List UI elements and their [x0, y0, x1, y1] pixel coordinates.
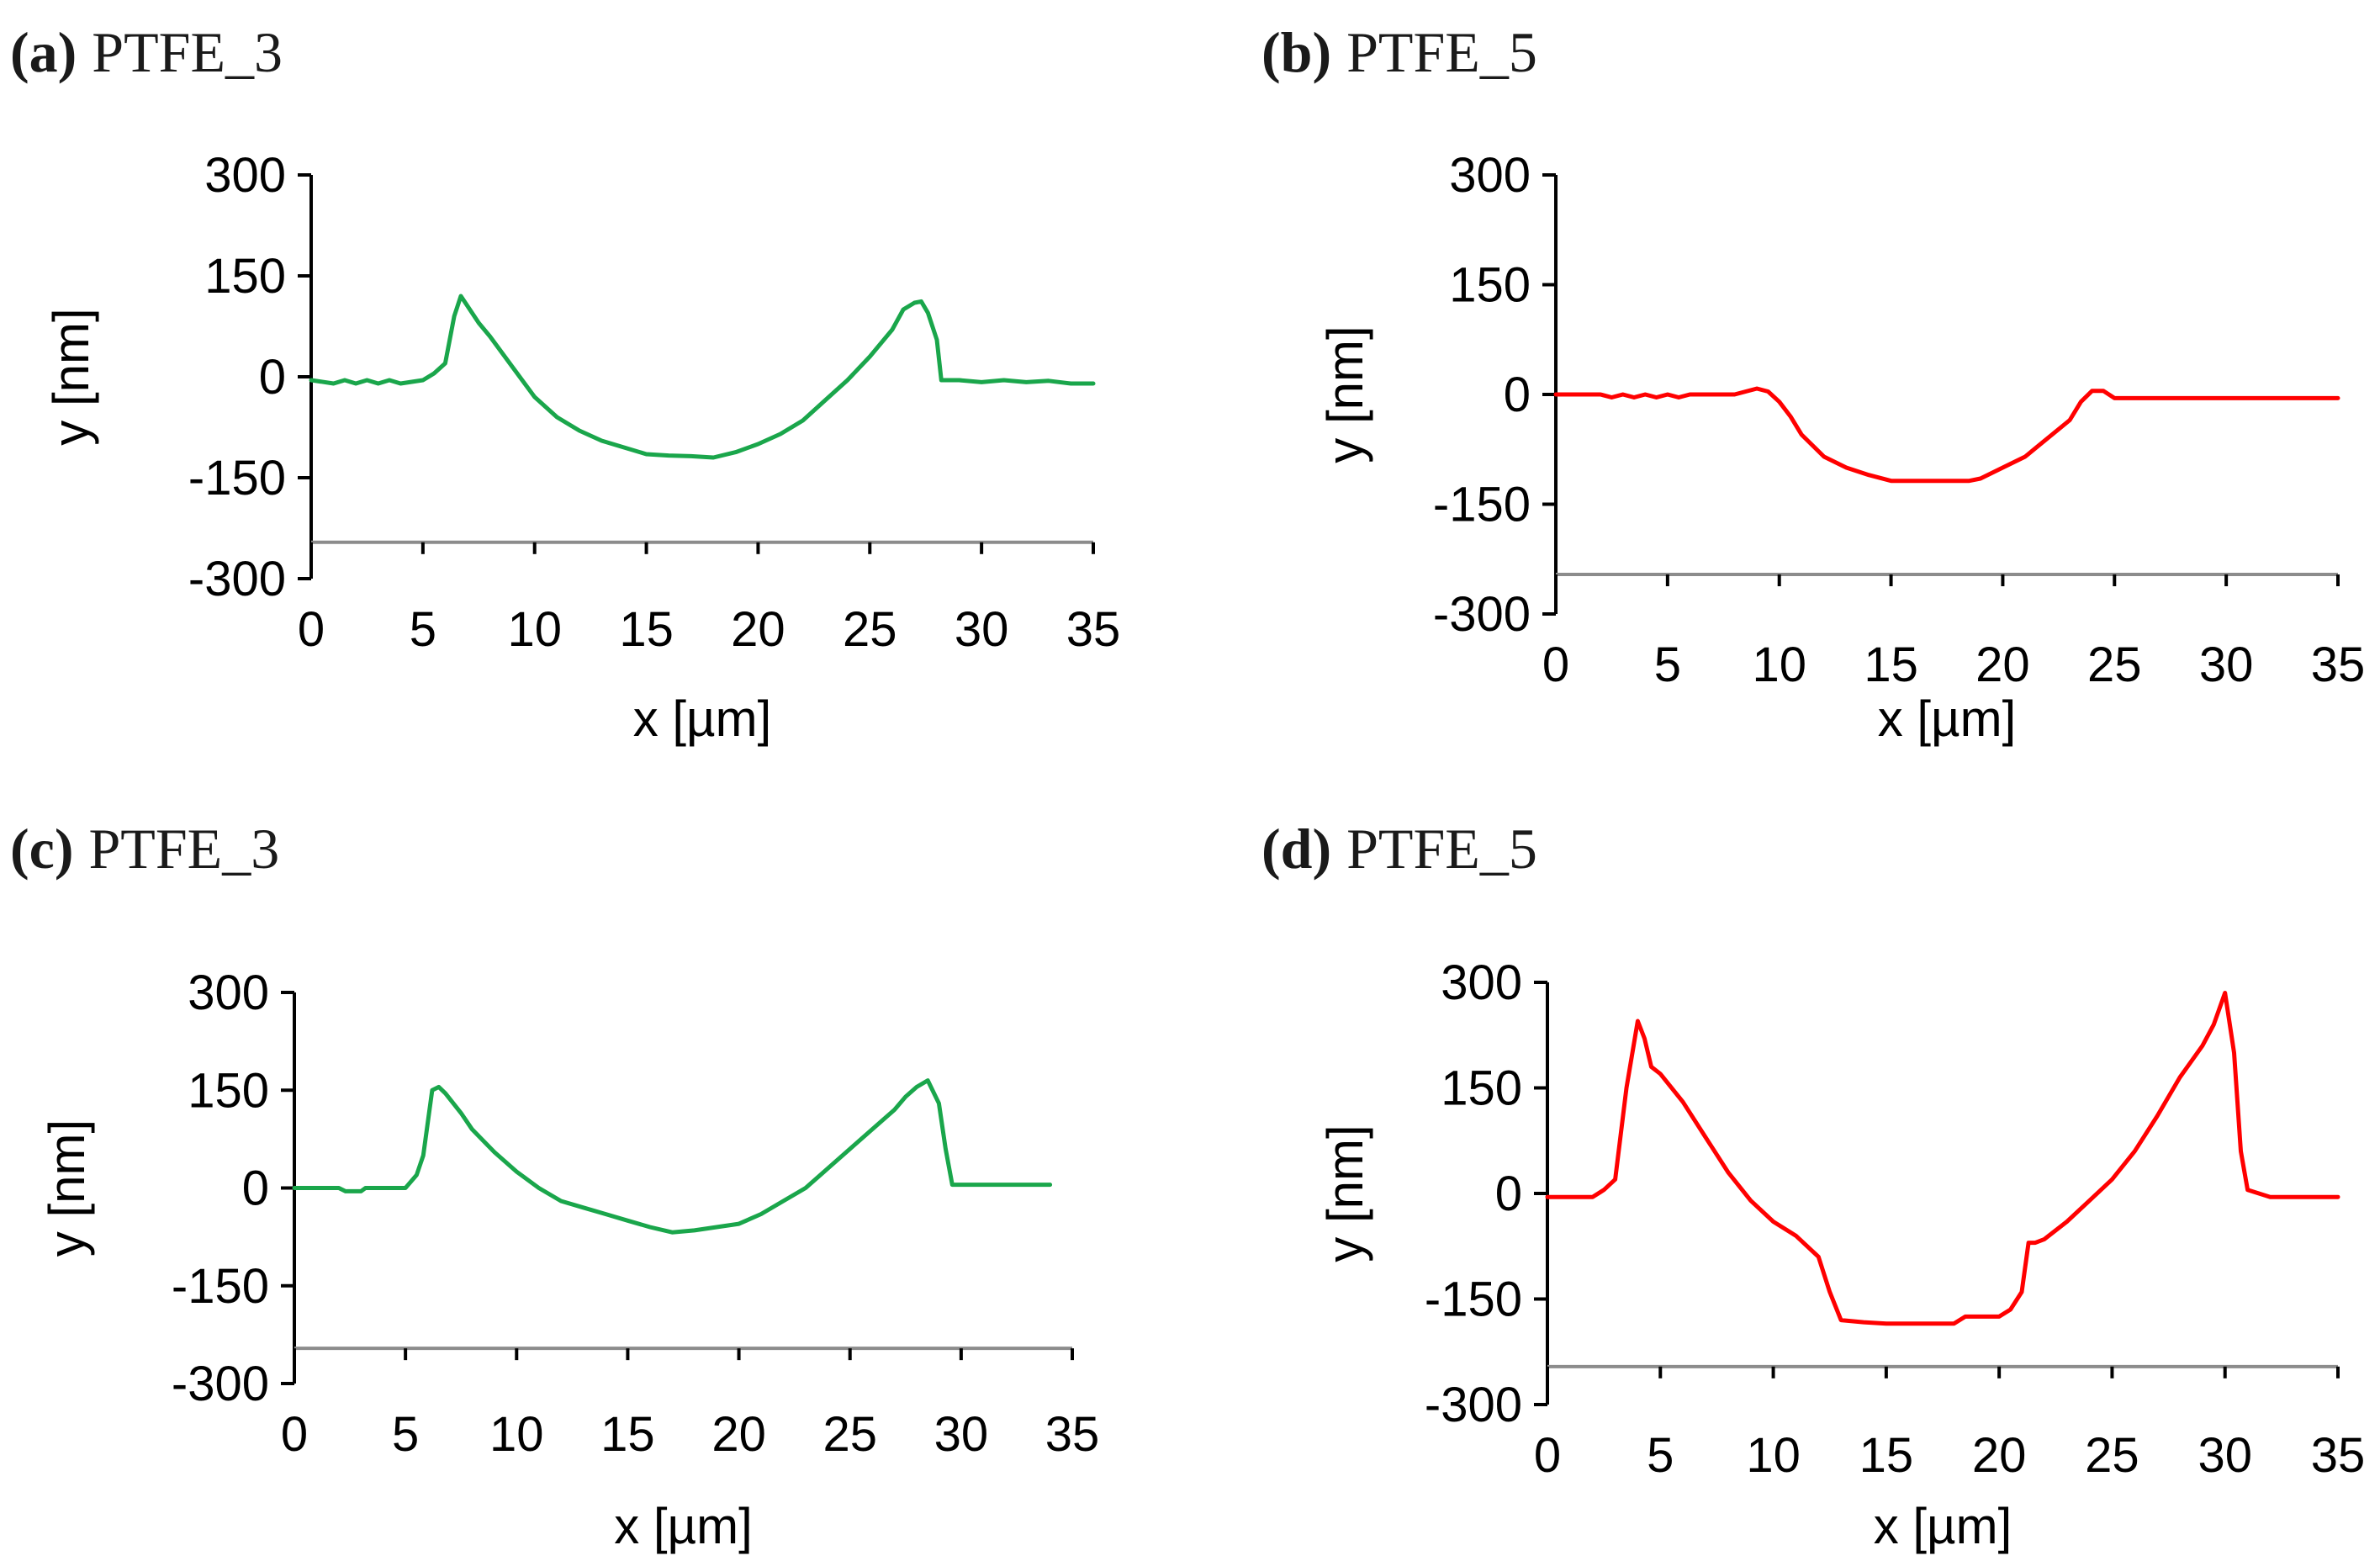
x-tick-label: 10	[1752, 638, 1806, 692]
x-tick-label: 5	[1647, 1428, 1674, 1483]
x-tick-label: 20	[711, 1407, 766, 1462]
x-tick-label: 25	[2085, 1428, 2139, 1483]
panel-name: PTFE_5	[1346, 817, 1537, 881]
x-tick-label: 25	[843, 602, 897, 657]
panel-name: PTFE_3	[88, 817, 279, 881]
x-tick-label: 15	[1859, 1428, 1914, 1483]
panel-name: PTFE_3	[92, 20, 283, 84]
y-axis-label: y [nm]	[1317, 325, 1373, 463]
y-tick-label: -150	[172, 1259, 269, 1314]
x-tick-label: 15	[600, 1407, 655, 1462]
y-tick-label: -300	[1433, 587, 1531, 642]
x-tick-label: 10	[507, 602, 562, 657]
x-tick-label: 35	[2311, 638, 2366, 692]
y-tick-label: 150	[1449, 258, 1531, 313]
y-axis-label: y [nm]	[39, 1119, 95, 1257]
panel-title: (b) PTFE_5	[1261, 20, 1537, 84]
y-tick-label: -150	[1433, 478, 1531, 532]
x-tick-label: 5	[410, 602, 436, 657]
y-tick-label: 300	[188, 966, 269, 1020]
series-line	[1545, 991, 2340, 1326]
y-axis-label: y [nm]	[43, 308, 99, 445]
x-axis-label: x [µm]	[1874, 1498, 2012, 1554]
series-line	[1553, 386, 2340, 484]
x-axis-label: x [µm]	[614, 1498, 753, 1554]
y-tick-label: -150	[1425, 1273, 1522, 1327]
panel-letter: (a)	[10, 20, 77, 84]
y-tick-label: -300	[1425, 1378, 1522, 1432]
x-tick-label: 35	[1045, 1407, 1100, 1462]
x-tick-label: 25	[2087, 638, 2142, 692]
x-tick-label: 25	[822, 1407, 877, 1462]
y-tick-label: 0	[242, 1161, 269, 1216]
panel-title: (d) PTFE_5	[1261, 817, 1537, 881]
x-tick-label: 15	[1864, 638, 1918, 692]
panel-title: (a) PTFE_3	[10, 20, 283, 84]
x-tick-label: 20	[1975, 638, 2030, 692]
x-tick-label: 5	[392, 1407, 419, 1462]
x-tick-label: 30	[2198, 1428, 2252, 1483]
y-tick-label: 150	[204, 249, 286, 304]
x-tick-label: 0	[298, 602, 325, 657]
panel-name: PTFE_5	[1346, 20, 1537, 84]
y-tick-label: 300	[1449, 148, 1531, 203]
panel-letter: (d)	[1261, 817, 1331, 881]
series-line	[309, 294, 1096, 460]
y-tick-label: -150	[188, 451, 286, 505]
x-tick-label: 0	[281, 1407, 308, 1462]
y-tick-label: 150	[188, 1063, 269, 1118]
y-tick-label: 150	[1441, 1061, 1522, 1116]
panel-letter: (c)	[10, 817, 73, 881]
y-tick-label: -300	[172, 1357, 269, 1411]
y-tick-label: 0	[259, 350, 286, 405]
x-tick-label: 20	[1972, 1428, 2027, 1483]
x-axis-label: x [µm]	[1878, 691, 2017, 747]
x-tick-label: 0	[1534, 1428, 1561, 1483]
y-tick-label: 0	[1504, 368, 1531, 422]
x-tick-label: 30	[2199, 638, 2254, 692]
panel-letter: (b)	[1261, 20, 1331, 84]
x-tick-label: 35	[1066, 602, 1121, 657]
x-tick-label: 30	[955, 602, 1009, 657]
x-tick-label: 10	[489, 1407, 544, 1462]
x-tick-label: 20	[731, 602, 785, 657]
x-tick-label: 10	[1746, 1428, 1801, 1483]
y-tick-label: 300	[204, 148, 286, 203]
y-tick-label: 300	[1441, 955, 1522, 1010]
x-tick-label: 35	[2311, 1428, 2366, 1483]
x-tick-label: 15	[619, 602, 674, 657]
panel-title: (c) PTFE_3	[10, 817, 279, 881]
y-tick-label: 0	[1495, 1167, 1522, 1221]
y-axis-label: y [nm]	[1317, 1124, 1373, 1262]
x-tick-label: 5	[1654, 638, 1681, 692]
x-tick-label: 30	[934, 1407, 989, 1462]
x-tick-label: 0	[1542, 638, 1569, 692]
y-tick-label: -300	[188, 552, 286, 606]
series-line	[292, 1078, 1053, 1235]
x-axis-label: x [µm]	[633, 691, 772, 747]
